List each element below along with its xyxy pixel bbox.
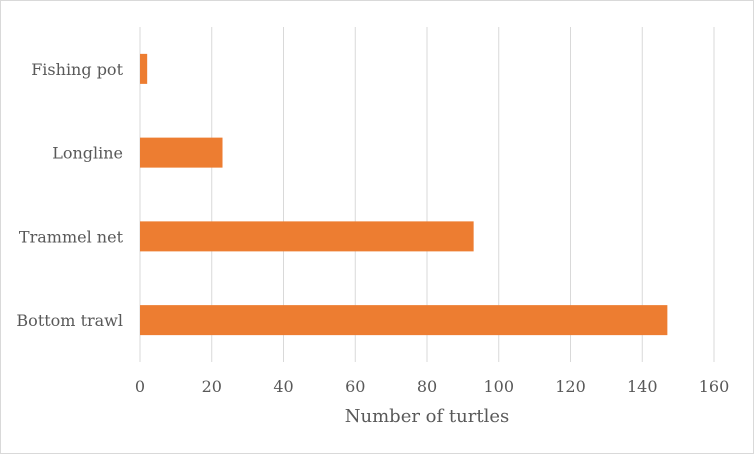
x-tick-label: 60	[345, 377, 365, 396]
grid-lines	[139, 27, 715, 362]
bar	[140, 221, 474, 252]
x-tick-label: 160	[699, 377, 730, 396]
x-tick-label: 140	[627, 377, 658, 396]
bar	[140, 53, 148, 84]
bars	[140, 53, 668, 336]
x-tick-label: 20	[202, 377, 222, 396]
x-tick-label: 0	[135, 377, 145, 396]
x-tick-labels: 0 20 40 60 80 100 120 140 160	[135, 377, 729, 396]
bar	[140, 305, 668, 336]
category-label: Bottom trawl	[16, 311, 123, 330]
category-label: Fishing pot	[31, 60, 123, 79]
bar	[140, 137, 223, 168]
x-tick-label: 40	[273, 377, 293, 396]
x-tick-label: 120	[555, 377, 586, 396]
x-tick-label: 100	[483, 377, 514, 396]
x-axis-title: Number of turtles	[345, 406, 509, 427]
category-label: Longline	[52, 144, 123, 163]
category-label: Trammel net	[19, 227, 124, 246]
category-labels: Fishing pot Longline Trammel net Bottom tra…	[16, 60, 123, 330]
x-tick-label: 80	[417, 377, 437, 396]
